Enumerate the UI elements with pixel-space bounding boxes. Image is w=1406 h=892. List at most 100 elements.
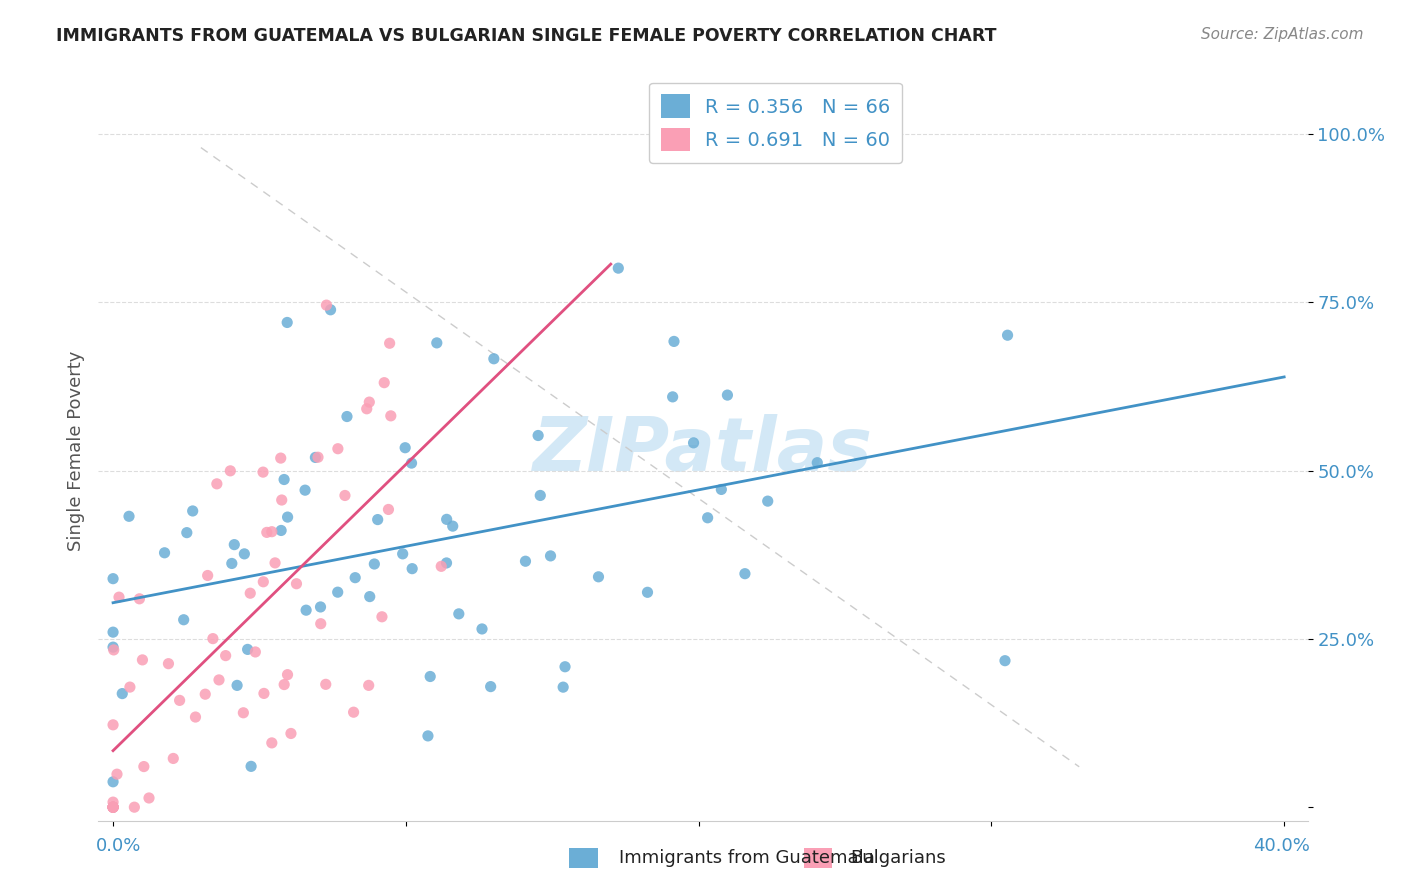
Point: [363, 557, 385, 571]
Point: [252, 574, 274, 589]
Text: Bulgarians: Bulgarians: [851, 849, 946, 867]
Point: [245, 645, 267, 659]
Point: [224, 538, 246, 552]
Point: [111, 687, 134, 701]
Point: [377, 502, 399, 516]
Point: [416, 729, 439, 743]
Point: [103, 643, 125, 657]
Point: [436, 512, 458, 526]
FancyBboxPatch shape: [569, 848, 598, 868]
Point: [391, 547, 413, 561]
Point: [260, 524, 283, 539]
Point: [219, 464, 242, 478]
Point: [540, 549, 562, 563]
Point: [367, 512, 389, 526]
Point: [208, 673, 231, 687]
Text: 0.0%: 0.0%: [96, 838, 141, 855]
Text: ZIPatlas: ZIPatlas: [533, 414, 873, 487]
Point: [240, 759, 263, 773]
FancyBboxPatch shape: [804, 848, 832, 868]
Point: [232, 706, 254, 720]
Text: IMMIGRANTS FROM GUATEMALA VS BULGARIAN SINGLE FEMALE POVERTY CORRELATION CHART: IMMIGRANTS FROM GUATEMALA VS BULGARIAN S…: [56, 27, 997, 45]
Point: [226, 678, 249, 692]
Point: [682, 435, 704, 450]
Point: [162, 751, 184, 765]
Point: [270, 451, 292, 466]
Point: [342, 705, 364, 719]
Point: [319, 302, 342, 317]
Point: [101, 800, 124, 814]
Point: [221, 557, 243, 571]
Point: [101, 774, 124, 789]
Point: [256, 525, 278, 540]
Point: [124, 800, 146, 814]
Point: [101, 718, 124, 732]
Point: [101, 800, 124, 814]
Point: [471, 622, 494, 636]
Point: [307, 450, 329, 465]
Point: [756, 494, 779, 508]
Point: [173, 613, 195, 627]
Text: Source: ZipAtlas.com: Source: ZipAtlas.com: [1201, 27, 1364, 42]
Point: [201, 632, 224, 646]
Point: [359, 590, 381, 604]
Point: [295, 603, 318, 617]
Point: [280, 726, 302, 740]
Point: [101, 640, 124, 654]
Point: [118, 680, 141, 694]
Point: [588, 570, 610, 584]
Point: [294, 483, 316, 498]
Point: [333, 488, 356, 502]
Point: [371, 609, 394, 624]
Point: [101, 625, 124, 640]
Point: [101, 800, 124, 814]
Point: [419, 669, 441, 683]
Point: [273, 677, 295, 691]
Point: [426, 335, 449, 350]
Point: [239, 586, 262, 600]
Point: [696, 510, 718, 524]
Point: [153, 546, 176, 560]
Text: 40.0%: 40.0%: [1254, 838, 1310, 855]
Point: [273, 473, 295, 487]
Point: [108, 590, 131, 604]
Point: [157, 657, 180, 671]
Point: [662, 334, 685, 349]
Point: [197, 568, 219, 582]
Point: [515, 554, 537, 568]
Point: [252, 465, 274, 479]
Point: [394, 441, 416, 455]
Point: [101, 800, 124, 814]
Point: [359, 395, 381, 409]
Point: [270, 493, 292, 508]
Point: [994, 654, 1017, 668]
Point: [806, 456, 828, 470]
Text: Immigrants from Guatemala: Immigrants from Guatemala: [619, 849, 875, 867]
Point: [357, 678, 380, 692]
Point: [253, 686, 276, 700]
Point: [430, 559, 453, 574]
Point: [336, 409, 359, 424]
Point: [554, 659, 576, 673]
Point: [447, 607, 470, 621]
Point: [118, 509, 141, 524]
Point: [270, 524, 292, 538]
Point: [380, 409, 402, 423]
Legend: R = 0.356   N = 66, R = 0.691   N = 60: R = 0.356 N = 66, R = 0.691 N = 60: [650, 83, 903, 163]
Point: [138, 791, 160, 805]
Point: [356, 401, 378, 416]
Point: [205, 476, 228, 491]
Point: [233, 547, 256, 561]
Point: [276, 316, 298, 330]
Point: [326, 442, 349, 456]
Point: [101, 800, 124, 814]
Point: [607, 261, 630, 276]
Point: [128, 591, 150, 606]
Point: [309, 599, 332, 614]
Point: [344, 571, 367, 585]
Point: [436, 556, 458, 570]
Point: [214, 648, 236, 663]
Point: [101, 800, 124, 814]
Point: [479, 680, 502, 694]
Point: [309, 616, 332, 631]
